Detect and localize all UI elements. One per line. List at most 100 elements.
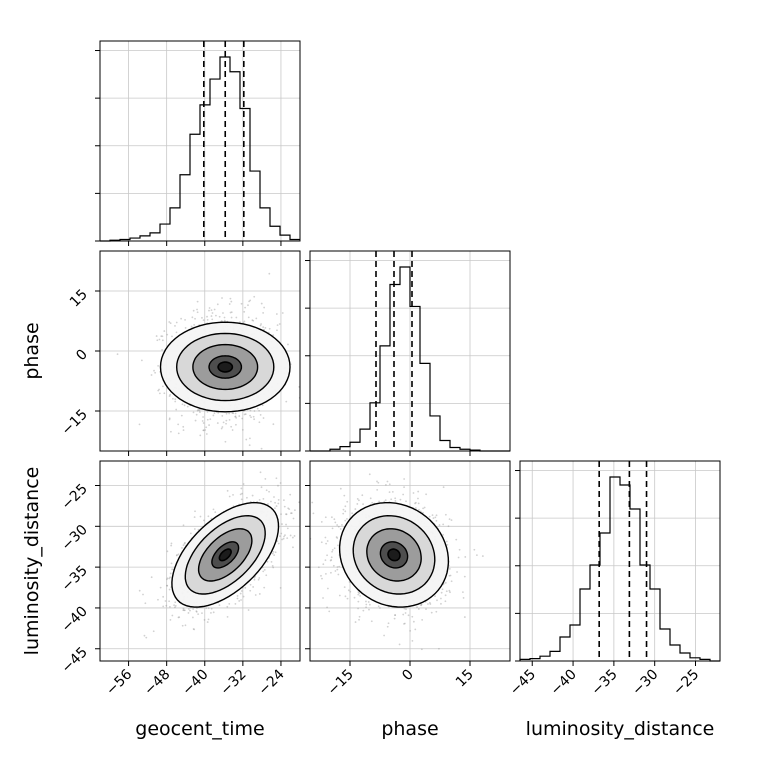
scatter-point <box>368 603 371 606</box>
scatter-point <box>196 308 198 311</box>
x-tick-label: −32 <box>217 667 249 699</box>
scatter-point <box>235 416 238 419</box>
scatter-point <box>240 590 243 592</box>
y-tick-label: −40 <box>59 603 91 635</box>
scatter-point <box>414 501 417 504</box>
scatter-point <box>445 540 448 543</box>
scatter-point <box>358 618 360 621</box>
scatter-point <box>232 412 235 415</box>
scatter-point <box>371 501 374 504</box>
scatter-point <box>216 303 219 306</box>
scatter-point <box>394 614 397 616</box>
scatter-point <box>338 565 341 568</box>
scatter-point <box>262 417 265 419</box>
scatter-point <box>184 541 186 544</box>
scatter-point <box>240 302 243 305</box>
scatter-point <box>403 607 406 610</box>
scatter-point <box>174 601 177 604</box>
scatter-point <box>194 419 197 422</box>
panel-frame <box>99 460 301 662</box>
y-tick-label: −30 <box>59 522 91 554</box>
scatter-point <box>173 604 176 607</box>
scatter-point <box>405 500 407 503</box>
histogram-step <box>310 266 510 452</box>
scatter-point <box>263 586 266 589</box>
y-axis-label-luminosity_distance: luminosity_distance <box>21 467 43 656</box>
contour-line <box>211 541 240 569</box>
scatter-point <box>349 590 352 593</box>
scatter-point <box>354 508 357 510</box>
scatter-point <box>291 536 294 539</box>
scatter-point <box>228 495 231 498</box>
scatter-point <box>246 496 248 499</box>
x-axis-label-geocent_time: geocent_time <box>135 718 264 740</box>
scatter-point <box>144 602 147 605</box>
scatter-point <box>181 403 184 406</box>
scatter-point <box>285 523 287 526</box>
scatter-point <box>226 615 229 618</box>
scatter-point <box>241 492 243 495</box>
histogram-step <box>519 476 720 662</box>
scatter-point <box>320 574 322 577</box>
scatter-point <box>232 493 234 496</box>
x-tick-label: 15 <box>453 667 477 691</box>
scatter-point <box>409 629 412 632</box>
y-tick-label: −15 <box>59 407 91 439</box>
scatter-point <box>211 318 214 321</box>
scatter-point <box>193 628 196 631</box>
scatter-point <box>240 498 243 501</box>
scatter-point <box>369 497 372 500</box>
scatter-point <box>210 612 212 614</box>
scatter-point <box>305 330 307 332</box>
scatter-point <box>158 338 161 341</box>
scatter-point <box>279 535 281 538</box>
scatter-point <box>177 423 180 426</box>
scatter-point <box>196 311 199 314</box>
scatter-point <box>169 576 172 579</box>
scatter-point <box>208 309 210 312</box>
scatter-point <box>274 551 277 554</box>
scatter-point <box>449 591 451 594</box>
scatter-point <box>258 498 261 501</box>
scatter-point <box>442 533 444 536</box>
scatter-point <box>260 323 262 325</box>
scatter-point <box>220 320 223 322</box>
contour-line <box>192 343 259 391</box>
scatter-point <box>302 568 304 570</box>
scatter-point <box>357 600 360 603</box>
scatter-point <box>444 594 447 597</box>
scatter-point <box>220 427 223 430</box>
scatter-point <box>202 422 205 424</box>
scatter-point <box>356 503 359 505</box>
scatter-point <box>458 548 461 551</box>
scatter-point <box>260 447 263 450</box>
scatter-point <box>205 426 208 429</box>
scatter-point <box>230 311 233 314</box>
scatter-point <box>293 535 296 537</box>
scatter-point <box>335 536 338 538</box>
scatter-point <box>234 412 237 415</box>
scatter-point <box>183 542 186 545</box>
scatter-point <box>166 550 169 553</box>
scatter-point <box>238 415 241 417</box>
scatter-point <box>228 303 231 305</box>
scatter-point <box>273 496 275 498</box>
scatter-point <box>388 491 391 494</box>
scatter-point <box>169 605 171 608</box>
scatter-point <box>228 412 231 415</box>
scatter-point <box>235 423 237 426</box>
scatter-point <box>412 492 415 494</box>
scatter-point <box>196 300 199 303</box>
scatter-point <box>362 503 364 506</box>
scatter-point <box>259 324 262 327</box>
scatter-point <box>281 523 283 525</box>
scatter-point <box>231 429 234 431</box>
scatter-point <box>438 647 440 650</box>
scatter-point <box>444 513 447 516</box>
x-tick-label: −35 <box>588 667 620 699</box>
scatter-point <box>162 385 164 388</box>
scatter-point <box>277 498 280 501</box>
scatter-point <box>266 560 269 563</box>
scatter-point <box>248 300 251 303</box>
histogram-luminosity_distance: −45 −40 −35 −30 −25 <box>507 460 721 699</box>
